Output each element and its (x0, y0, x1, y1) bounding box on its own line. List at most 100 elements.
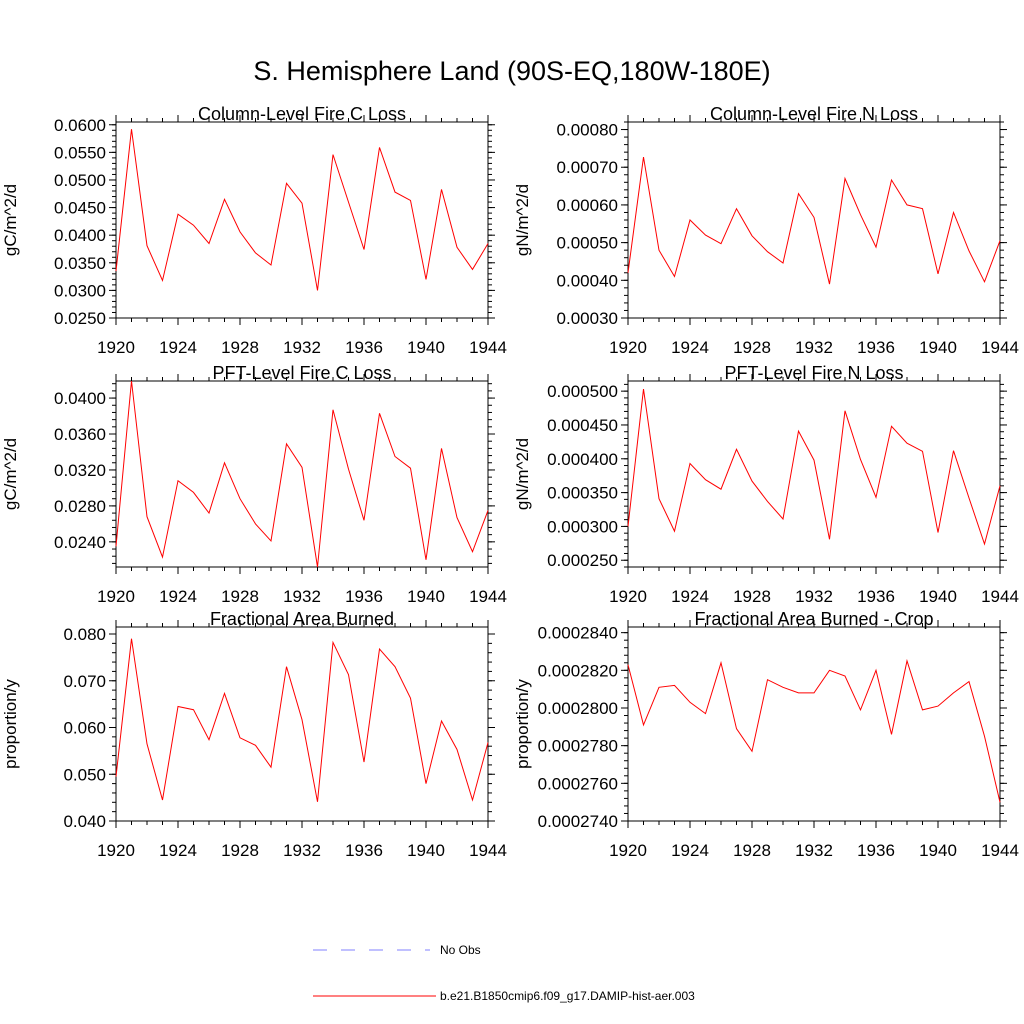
x-tick-label: 1924 (671, 841, 709, 860)
panel-title: Fractional Area Burned - Crop (694, 609, 933, 629)
x-tick-label: 1920 (97, 841, 135, 860)
y-tick-label: 0.0550 (54, 143, 106, 162)
plot-frame (627, 121, 1001, 319)
x-tick-label: 1920 (609, 338, 647, 357)
panel-title: Column-Level Fire C Loss (198, 104, 406, 124)
x-tick-label: 1944 (981, 841, 1019, 860)
chart-panel-2: Column-Level Fire N Loss gN/m^2/d 1920 1924… (513, 104, 1019, 357)
y-tick-label: 0.0250 (54, 309, 106, 328)
x-tick-label: 1920 (609, 587, 647, 606)
y-tick-label: 0.0320 (54, 461, 106, 480)
y-tick-label: 0.0280 (54, 497, 106, 516)
y-tick-label: 0.00050 (557, 234, 618, 253)
x-tick-label: 1936 (345, 587, 383, 606)
chart-panel-3: PFT-Level Fire C Loss gC/m^2/d 1920 1924 192… (1, 363, 507, 606)
x-tick-label: 1920 (97, 587, 135, 606)
x-tick-label: 1932 (795, 841, 833, 860)
chart-panel-1: Column-Level Fire C Loss gC/m^2/d 1920 1924… (1, 104, 507, 357)
x-tick-label: 1936 (345, 841, 383, 860)
x-tick-label: 1944 (469, 338, 507, 357)
x-tick-label: 1940 (407, 338, 445, 357)
x-tick-label: 1928 (733, 587, 771, 606)
x-tick-label: 1924 (159, 841, 197, 860)
x-tick-label: 1932 (795, 338, 833, 357)
y-axis-label: gC/m^2/d (1, 184, 20, 256)
y-tick-label: 0.0400 (54, 226, 106, 245)
x-tick-label: 1932 (283, 841, 321, 860)
x-tick-label: 1940 (919, 841, 957, 860)
series-line (115, 129, 489, 291)
y-tick-label: 0.00080 (557, 121, 618, 140)
x-tick-label: 1940 (919, 338, 957, 357)
x-tick-label: 1936 (857, 841, 895, 860)
x-tick-label: 1928 (221, 841, 259, 860)
chart-panel-6: Fractional Area Burned - Crop proportion/… (513, 609, 1019, 860)
chart-panel-4: PFT-Level Fire N Loss gN/m^2/d 1920 1924 192… (513, 363, 1019, 606)
legend: No Obs b.e21.B1850cmip6.f09_g17.DAMIP-his… (313, 943, 695, 1003)
x-tick-label: 1920 (97, 338, 135, 357)
y-tick-label: 0.00040 (557, 271, 618, 290)
y-tick-label: 0.0002840 (538, 624, 618, 643)
y-tick-label: 0.0500 (54, 171, 106, 190)
panel-title: PFT-Level Fire N Loss (724, 363, 903, 383)
x-tick-label: 1944 (981, 338, 1019, 357)
x-tick-label: 1940 (407, 587, 445, 606)
y-axis-label: proportion/y (1, 679, 20, 769)
y-tick-label: 0.00030 (557, 309, 618, 328)
y-tick-label: 0.050 (63, 765, 106, 784)
y-tick-label: 0.000250 (547, 551, 618, 570)
series-line (627, 658, 1001, 803)
plot-frame (627, 626, 1001, 822)
x-tick-label: 1936 (857, 587, 895, 606)
x-tick-label: 1924 (671, 338, 709, 357)
x-tick-label: 1928 (221, 338, 259, 357)
x-tick-label: 1944 (981, 587, 1019, 606)
x-tick-label: 1924 (159, 338, 197, 357)
x-tick-label: 1932 (795, 587, 833, 606)
legend-label-model: b.e21.B1850cmip6.f09_g17.DAMIP-hist-aer.… (440, 989, 695, 1003)
y-tick-label: 0.040 (63, 812, 106, 831)
plot-frame (115, 380, 489, 568)
x-tick-label: 1928 (733, 841, 771, 860)
y-tick-label: 0.00070 (557, 158, 618, 177)
x-tick-label: 1924 (159, 587, 197, 606)
y-tick-label: 0.0240 (54, 533, 106, 552)
y-tick-label: 0.0450 (54, 199, 106, 218)
panel-title: PFT-Level Fire C Loss (212, 363, 391, 383)
panel-title: Column-Level Fire N Loss (710, 104, 918, 124)
main-title: S. Hemisphere Land (90S-EQ,180W-180E) (253, 56, 771, 86)
y-axis-label: gC/m^2/d (1, 438, 20, 510)
y-tick-label: 0.070 (63, 672, 106, 691)
x-tick-label: 1932 (283, 338, 321, 357)
y-tick-label: 0.0002800 (538, 699, 618, 718)
y-tick-label: 0.000500 (547, 382, 618, 401)
y-tick-label: 0.000400 (547, 450, 618, 469)
series-line (115, 638, 489, 802)
x-tick-label: 1936 (857, 338, 895, 357)
x-tick-label: 1944 (469, 587, 507, 606)
y-tick-label: 0.000350 (547, 484, 618, 503)
x-tick-label: 1944 (469, 841, 507, 860)
x-tick-label: 1924 (671, 587, 709, 606)
x-tick-label: 1928 (221, 587, 259, 606)
plot-frame (627, 380, 1001, 568)
x-tick-label: 1932 (283, 587, 321, 606)
y-tick-label: 0.060 (63, 719, 106, 738)
y-tick-label: 0.0600 (54, 116, 106, 135)
plot-frame (115, 121, 489, 319)
plot-frame (115, 626, 489, 822)
y-axis-label: gN/m^2/d (513, 184, 532, 256)
series-line (627, 389, 1001, 546)
y-tick-label: 0.0002780 (538, 737, 618, 756)
y-tick-label: 0.080 (63, 625, 106, 644)
y-tick-label: 0.0002740 (538, 812, 618, 831)
y-tick-label: 0.000450 (547, 416, 618, 435)
y-tick-label: 0.0360 (54, 425, 106, 444)
x-tick-label: 1940 (919, 587, 957, 606)
series-line (627, 157, 1001, 285)
x-tick-label: 1928 (733, 338, 771, 357)
y-tick-label: 0.0300 (54, 281, 106, 300)
y-tick-label: 0.00060 (557, 196, 618, 215)
